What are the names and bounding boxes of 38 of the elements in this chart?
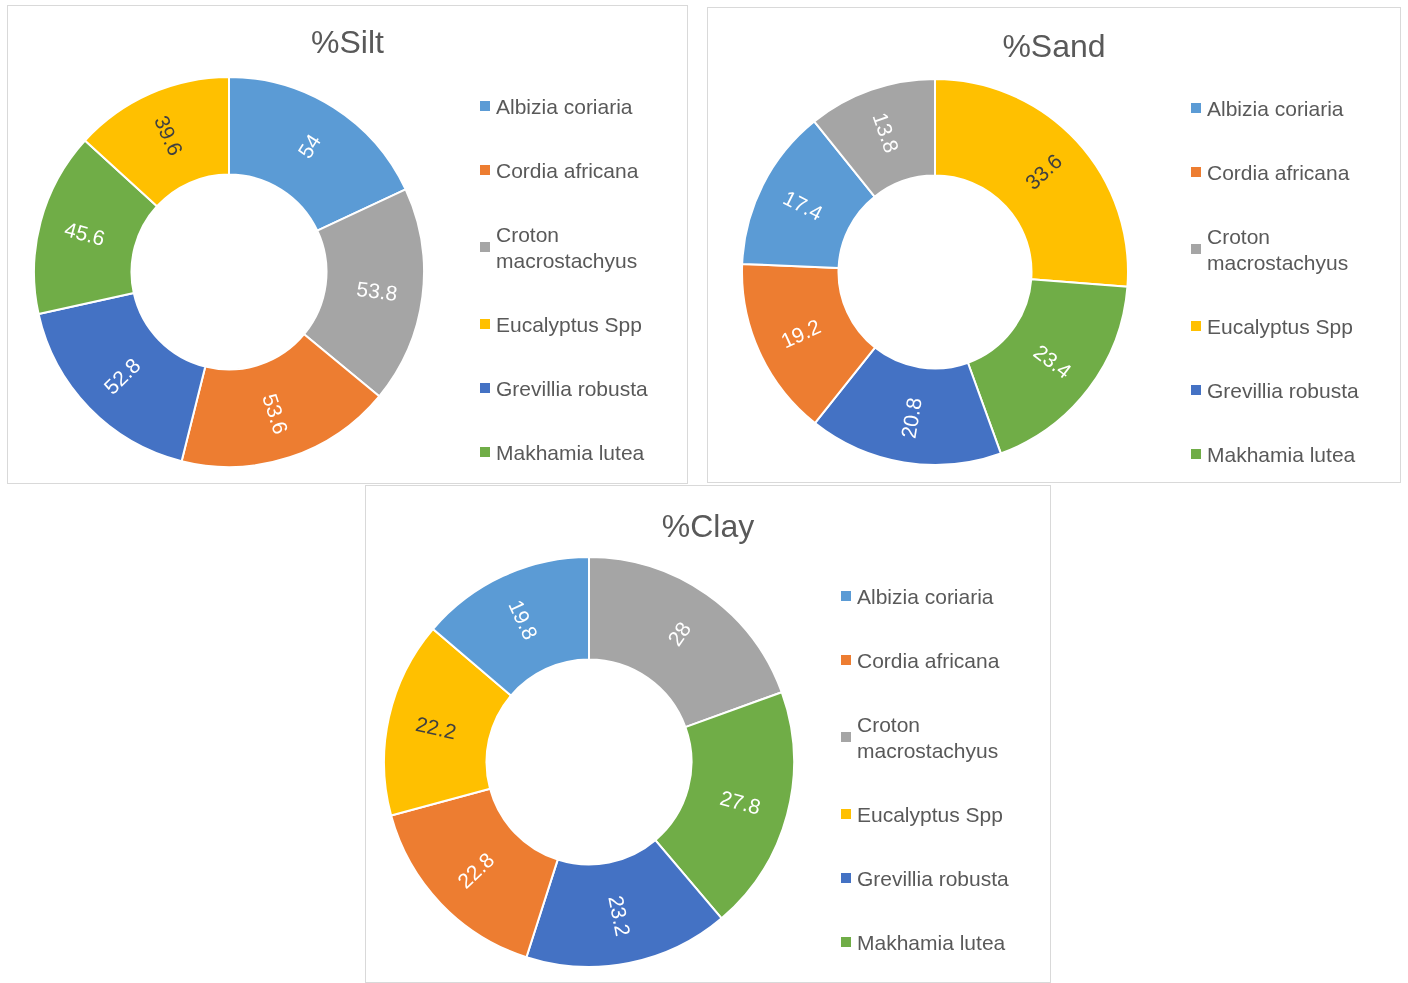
legend-label: Eucalyptus Spp	[857, 802, 1003, 826]
data-label: 33.6	[1020, 149, 1067, 194]
data-label: 53.8	[355, 276, 399, 305]
data-label: 17.4	[779, 185, 827, 225]
data-label: 20.8	[896, 395, 926, 440]
data-label: 23.4	[1029, 339, 1077, 384]
data-label: 22.2	[413, 712, 459, 744]
legend-label: Cordia africana	[496, 158, 639, 182]
legend-label: Albizia coriaria	[496, 94, 633, 118]
legend-label: Albizia coriaria	[857, 584, 994, 608]
legend-label: Cordia africana	[857, 648, 1000, 672]
legend-label: Makhamia lutea	[1207, 442, 1356, 466]
legend-label: Grevillia robusta	[496, 376, 649, 400]
data-label: 28	[662, 617, 696, 650]
data-label: 45.6	[62, 217, 108, 250]
data-label: 54	[293, 129, 326, 163]
legend-label: Croton macrostachyus	[857, 712, 999, 762]
data-label: 19.8	[504, 596, 543, 644]
legend-label: Makhamia lutea	[857, 930, 1006, 954]
chart-title: %Clay	[661, 508, 755, 544]
data-label: 23.2	[604, 893, 635, 939]
legend-label: Grevillia robusta	[857, 866, 1010, 890]
data-label: 52.8	[99, 353, 145, 399]
data-label: 27.8	[717, 785, 764, 819]
data-label: 13.8	[868, 109, 904, 156]
legend-label: Cordia africana	[1207, 160, 1350, 184]
legend-label: Eucalyptus Spp	[496, 312, 642, 336]
chart-title: %Sand	[1002, 28, 1106, 64]
data-label: 19.2	[777, 314, 824, 353]
legend-label: Croton macrostachyus	[496, 222, 638, 272]
chart-title: %Silt	[311, 24, 385, 60]
legend-label: Makhamia lutea	[496, 440, 645, 464]
legend-label: Albizia coriaria	[1207, 96, 1344, 120]
data-label: 53.6	[258, 390, 293, 437]
legend-label: Grevillia robusta	[1207, 378, 1360, 402]
data-label: 39.6	[149, 112, 188, 159]
legend-label: Eucalyptus Spp	[1207, 314, 1353, 338]
legend-label: Croton macrostachyus	[1207, 224, 1349, 274]
